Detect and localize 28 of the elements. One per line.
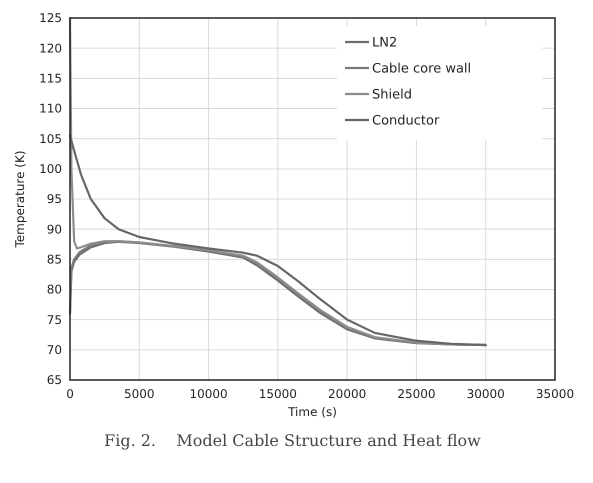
x-tick-label: 10000: [189, 387, 228, 401]
y-tick-label: 125: [39, 11, 62, 26]
caption: Fig. 2. Model Cable Structure and Heat flow: [104, 431, 482, 450]
x-tick-label: 0: [66, 387, 74, 401]
y-tick-label: 115: [39, 72, 62, 86]
y-tick-label: 120: [39, 41, 62, 56]
x-axis-title: Time (s): [287, 405, 337, 419]
y-tick-label: 65: [46, 373, 62, 388]
x-tick-label: 25000: [397, 387, 436, 401]
y-tick-label: 95: [46, 192, 62, 206]
y-tick-label: 75: [46, 312, 62, 327]
x-tick-label: 5000: [124, 387, 155, 401]
x-tick-label: 35000: [536, 387, 574, 401]
y-tick-label: 100: [39, 162, 62, 176]
x-tick-label: 15000: [258, 387, 297, 401]
legend-label: Shield: [372, 88, 412, 103]
legend-label: Conductor: [372, 114, 440, 129]
y-tick-label: 80: [46, 282, 62, 297]
y-tick-label: 70: [46, 343, 62, 358]
y-tick-label: 110: [39, 102, 62, 116]
y-tick-label: 105: [39, 132, 62, 146]
legend-label: Cable core wall: [372, 62, 472, 77]
y-axis-title: Temperature (K): [13, 150, 27, 249]
x-tick-label: 20000: [328, 387, 366, 401]
y-tick-label: 85: [46, 252, 62, 267]
legend-label: LN2: [372, 36, 398, 51]
y-tick-label: 90: [46, 222, 62, 236]
x-tick-label: 30000: [466, 387, 505, 401]
